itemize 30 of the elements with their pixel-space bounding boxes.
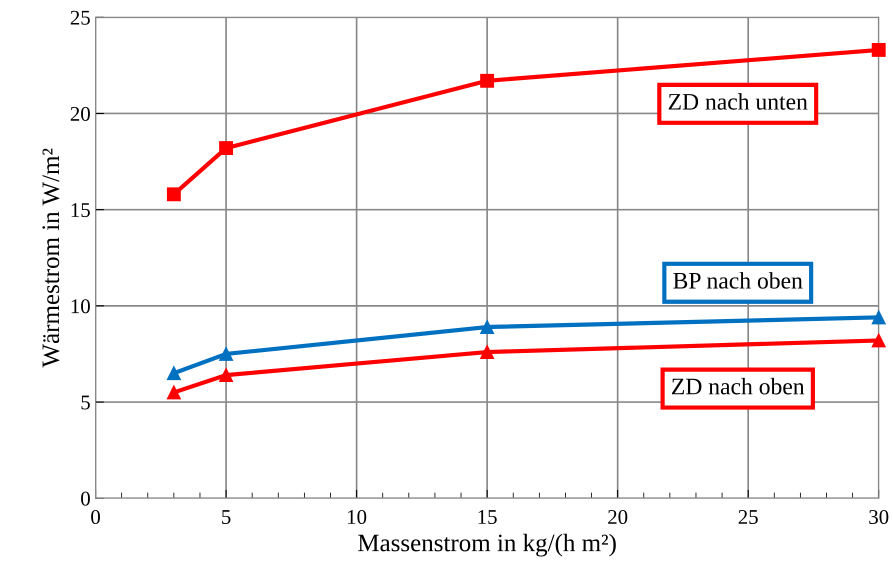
point	[480, 345, 494, 359]
point	[219, 141, 234, 156]
y-tick-label: 0	[81, 492, 90, 506]
y-axis-title: Wärmestrom in W/m²	[42, 148, 60, 368]
point	[219, 347, 234, 361]
y-tick-label: 5	[81, 396, 90, 410]
series-label: BP nach oben	[673, 272, 803, 289]
x-tick-label: 25	[738, 510, 758, 524]
y-tick-label: 25	[70, 10, 90, 25]
x-tick-label: 20	[608, 510, 628, 524]
point	[219, 368, 234, 382]
x-tick-label: 0	[91, 510, 100, 524]
x-axis-title: Massenstrom in kg/(h m²)	[358, 534, 616, 557]
x-tick-label: 15	[478, 510, 497, 524]
y-tick-label: 20	[70, 106, 90, 121]
x-tick-label: 30	[869, 510, 888, 524]
series-label: ZD nach unten	[668, 93, 808, 110]
point	[872, 43, 886, 57]
point	[872, 334, 886, 348]
point	[166, 187, 181, 202]
x-tick-label: 5	[222, 510, 230, 524]
point	[872, 310, 886, 324]
y-tick-label: 10	[72, 299, 90, 314]
series-label: ZD nach oben	[672, 378, 804, 394]
point	[166, 385, 181, 400]
point	[480, 74, 494, 88]
point	[480, 320, 494, 334]
y-tick-label: 15	[72, 203, 90, 218]
x-tick-label: 10	[348, 510, 366, 524]
point	[166, 366, 181, 380]
